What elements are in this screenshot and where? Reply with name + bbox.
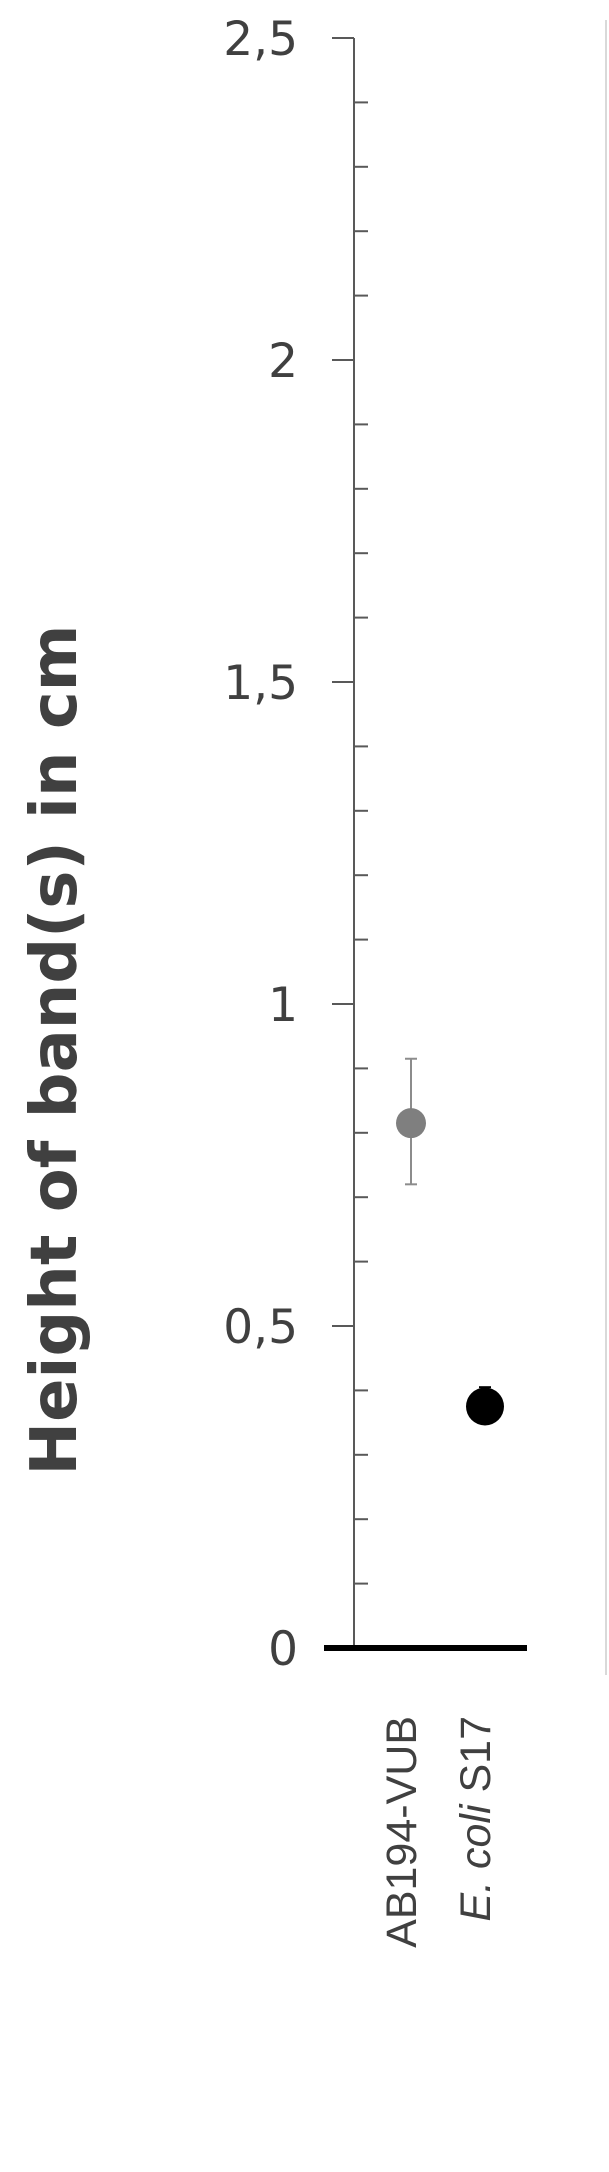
x-axis-labels: AB194-VUB E. coli S17: [378, 1716, 500, 1948]
y-tick-label: 2,5: [223, 12, 298, 67]
y-tick-label: 1,5: [223, 656, 298, 711]
y-axis: 0 0,5 1 1,5 2 2,5: [223, 12, 368, 1677]
y-tick-label: 0,5: [223, 1300, 298, 1355]
y-axis-tick-labels: 0 0,5 1 1,5 2 2,5: [223, 12, 298, 1677]
x-label-italic-part: E. coli: [452, 1803, 500, 1922]
data-point: [396, 1108, 426, 1139]
y-tick-label: 2: [268, 334, 298, 389]
y-axis-title: Height of band(s) in cm: [18, 625, 92, 1476]
y-tick-label: 0: [268, 1622, 298, 1677]
data-points: [396, 1057, 504, 1426]
x-category-label: E. coli S17: [452, 1716, 500, 1922]
data-point: [466, 1387, 504, 1426]
y-axis-ticks: [332, 37, 368, 1649]
x-category-label: AB194-VUB: [378, 1716, 426, 1948]
y-tick-label: 1: [268, 978, 298, 1033]
x-label-roman-part: S17: [452, 1716, 500, 1804]
